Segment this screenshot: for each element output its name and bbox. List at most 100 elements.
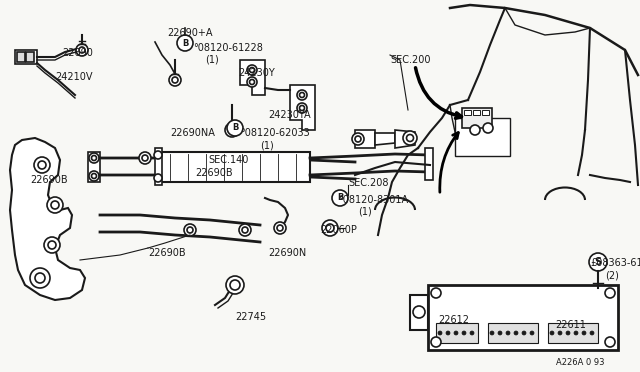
Text: SEC.140: SEC.140 (208, 155, 248, 165)
Bar (436, 323, 478, 343)
Text: (1): (1) (205, 55, 219, 65)
Circle shape (490, 331, 494, 335)
Circle shape (177, 35, 193, 51)
Circle shape (589, 253, 607, 271)
Bar (26, 52, 34, 62)
Circle shape (274, 222, 286, 234)
Circle shape (582, 331, 586, 335)
Circle shape (226, 276, 244, 294)
Circle shape (446, 331, 450, 335)
Text: B: B (337, 193, 343, 202)
Circle shape (247, 65, 257, 75)
Circle shape (47, 197, 63, 213)
Text: £08363-61222: £08363-61222 (590, 258, 640, 268)
Text: 22690N: 22690N (268, 248, 307, 258)
Bar (488, 323, 538, 343)
Circle shape (76, 44, 88, 56)
Bar (473, 110, 480, 115)
Circle shape (462, 331, 466, 335)
Text: °08120-61228: °08120-61228 (193, 43, 263, 53)
Bar (428, 285, 618, 350)
Text: 24230Y: 24230Y (238, 68, 275, 78)
Polygon shape (355, 130, 375, 148)
Circle shape (454, 331, 458, 335)
Text: 22745: 22745 (235, 312, 266, 322)
Bar (160, 152, 310, 182)
Bar (455, 118, 510, 156)
Text: 22690B: 22690B (30, 175, 68, 185)
Text: 22060P: 22060P (320, 225, 357, 235)
Text: SEC.200: SEC.200 (390, 55, 431, 65)
Text: 24210V: 24210V (55, 72, 93, 82)
Bar (462, 108, 492, 128)
Text: B: B (182, 38, 188, 48)
Circle shape (89, 171, 99, 181)
Circle shape (322, 220, 338, 236)
Text: 22690B: 22690B (195, 168, 232, 178)
Circle shape (332, 190, 348, 206)
Circle shape (30, 268, 50, 288)
Bar (482, 110, 489, 115)
Text: 22611: 22611 (555, 320, 586, 330)
Circle shape (566, 331, 570, 335)
Text: (2): (2) (605, 270, 619, 280)
Circle shape (184, 224, 196, 236)
Circle shape (431, 337, 441, 347)
Polygon shape (395, 130, 415, 148)
Circle shape (530, 331, 534, 335)
Text: °08120-62033: °08120-62033 (240, 128, 310, 138)
Circle shape (227, 120, 243, 136)
Text: 22612: 22612 (438, 315, 469, 325)
Text: (1): (1) (358, 207, 372, 217)
Circle shape (169, 74, 181, 86)
Polygon shape (240, 60, 265, 95)
Text: 22690NA: 22690NA (170, 128, 215, 138)
Circle shape (558, 331, 562, 335)
Polygon shape (155, 148, 162, 185)
Text: (1): (1) (260, 140, 274, 150)
Circle shape (483, 123, 493, 133)
Text: SEC.208: SEC.208 (348, 178, 388, 188)
Text: S: S (595, 257, 602, 267)
Polygon shape (410, 295, 428, 330)
Circle shape (438, 331, 442, 335)
Text: 22690: 22690 (62, 48, 93, 58)
Text: 22690+A: 22690+A (167, 28, 212, 38)
Text: A226A 0 93: A226A 0 93 (556, 358, 605, 367)
Circle shape (514, 331, 518, 335)
Polygon shape (88, 152, 100, 182)
Circle shape (470, 331, 474, 335)
Circle shape (403, 131, 417, 145)
Circle shape (498, 331, 502, 335)
Polygon shape (425, 148, 433, 180)
Circle shape (605, 337, 615, 347)
Circle shape (522, 331, 526, 335)
Text: 24230YA: 24230YA (268, 110, 310, 120)
Circle shape (44, 237, 60, 253)
Circle shape (139, 152, 151, 164)
Circle shape (297, 90, 307, 100)
Circle shape (34, 157, 50, 173)
Text: 22690B: 22690B (148, 248, 186, 258)
Circle shape (297, 103, 307, 113)
Circle shape (247, 77, 257, 87)
Circle shape (154, 151, 162, 159)
Circle shape (352, 133, 364, 145)
Text: °08120-8301A: °08120-8301A (338, 195, 408, 205)
Polygon shape (375, 133, 395, 145)
Text: B: B (232, 124, 238, 132)
Circle shape (605, 288, 615, 298)
Polygon shape (290, 85, 315, 130)
Circle shape (89, 153, 99, 163)
Bar (548, 323, 598, 343)
Bar (17, 52, 25, 62)
Circle shape (239, 224, 251, 236)
Circle shape (590, 331, 594, 335)
Circle shape (431, 288, 441, 298)
Circle shape (574, 331, 578, 335)
Polygon shape (10, 138, 85, 300)
Circle shape (413, 306, 425, 318)
Circle shape (506, 331, 510, 335)
Circle shape (154, 174, 162, 182)
Circle shape (470, 125, 480, 135)
